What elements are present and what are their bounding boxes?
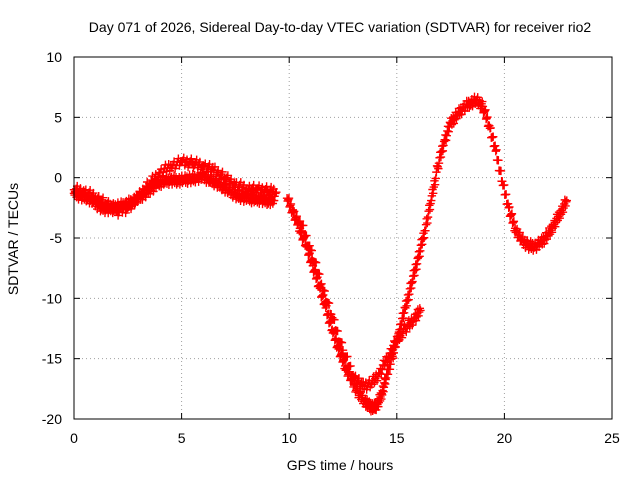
data-point (295, 216, 305, 226)
chart-title: Day 071 of 2026, Sidereal Day-to-day VTE… (89, 19, 592, 35)
y-tick-label: 5 (54, 109, 62, 125)
data-point (104, 197, 113, 206)
y-tick-label: -15 (42, 351, 62, 367)
data-point (292, 211, 301, 221)
grid (74, 57, 612, 419)
data-point (272, 187, 281, 197)
data-point (98, 193, 108, 202)
data-point (333, 326, 342, 336)
data-point (483, 112, 492, 122)
data-point (187, 154, 196, 163)
data-point (139, 190, 149, 199)
data-point (316, 280, 325, 290)
x-tick-label: 5 (178, 430, 186, 446)
data-point (402, 327, 411, 337)
y-tick-label: -10 (42, 290, 62, 306)
data-point (123, 203, 132, 213)
data-point (496, 166, 506, 176)
data-point (416, 306, 425, 315)
data-point (271, 189, 280, 198)
data-point (377, 369, 386, 379)
series-arc-2 (69, 153, 281, 220)
data-point (499, 180, 509, 190)
axis-ticks (73, 56, 613, 420)
y-tick-label: 0 (54, 170, 62, 186)
data-point (195, 157, 205, 167)
data-point (387, 350, 396, 359)
data-point (505, 202, 514, 212)
data-point (492, 145, 501, 154)
data-point (131, 198, 140, 208)
data-point (354, 374, 364, 383)
data-point (481, 105, 490, 115)
x-axis-label: GPS time / hours (287, 457, 394, 473)
data-point (397, 333, 407, 342)
data-point (317, 279, 326, 289)
data-point (489, 132, 498, 141)
data-points (69, 92, 572, 416)
y-axis-label: SDTVAR / TECUs (5, 183, 21, 295)
series-arc-4 (295, 216, 425, 394)
data-point (311, 258, 321, 267)
data-point (170, 164, 180, 173)
data-point (226, 174, 236, 184)
data-point (338, 346, 348, 355)
x-tick-label: 25 (604, 430, 620, 446)
data-point (111, 202, 121, 211)
data-point (158, 171, 167, 180)
data-point (159, 167, 168, 177)
data-point (126, 204, 136, 214)
data-point (94, 192, 103, 201)
data-point (162, 167, 171, 176)
tick-labels: 0 5 10 15 20 25 -20 -15 -10 -5 0 5 10 (42, 49, 620, 446)
data-point (298, 221, 308, 230)
data-point (337, 338, 347, 347)
data-point (486, 123, 495, 133)
data-point (494, 156, 503, 165)
x-tick-label: 15 (389, 430, 405, 446)
x-tick-label: 0 (70, 430, 78, 446)
data-point (515, 228, 524, 237)
data-point (383, 358, 392, 367)
x-tick-label: 10 (281, 430, 297, 446)
data-point (289, 207, 299, 216)
data-point (346, 361, 355, 371)
data-point (324, 298, 334, 308)
data-point (152, 176, 162, 185)
data-point (315, 270, 324, 279)
data-point (218, 167, 227, 177)
data-point (223, 171, 233, 180)
data-point (286, 199, 296, 209)
data-point (501, 190, 511, 199)
data-point (213, 166, 223, 175)
data-point (326, 310, 336, 319)
data-point (509, 217, 519, 226)
x-tick-label: 20 (497, 430, 513, 446)
y-tick-label: -20 (42, 411, 62, 427)
data-point (210, 162, 220, 172)
data-point (302, 231, 311, 240)
data-point (507, 209, 517, 218)
y-tick-label: 10 (46, 49, 62, 65)
data-point (121, 208, 130, 218)
data-point (408, 320, 417, 330)
y-tick-label: -5 (50, 230, 63, 246)
data-point (307, 246, 316, 255)
data-point (372, 376, 382, 385)
data-point (320, 286, 329, 296)
data-point (107, 200, 116, 210)
data-point (390, 342, 400, 351)
data-point (330, 315, 339, 325)
data-point (305, 241, 314, 250)
data-point (284, 193, 294, 203)
data-point (343, 352, 352, 361)
data-point (419, 233, 429, 242)
data-point (113, 211, 123, 220)
data-point (562, 196, 572, 205)
